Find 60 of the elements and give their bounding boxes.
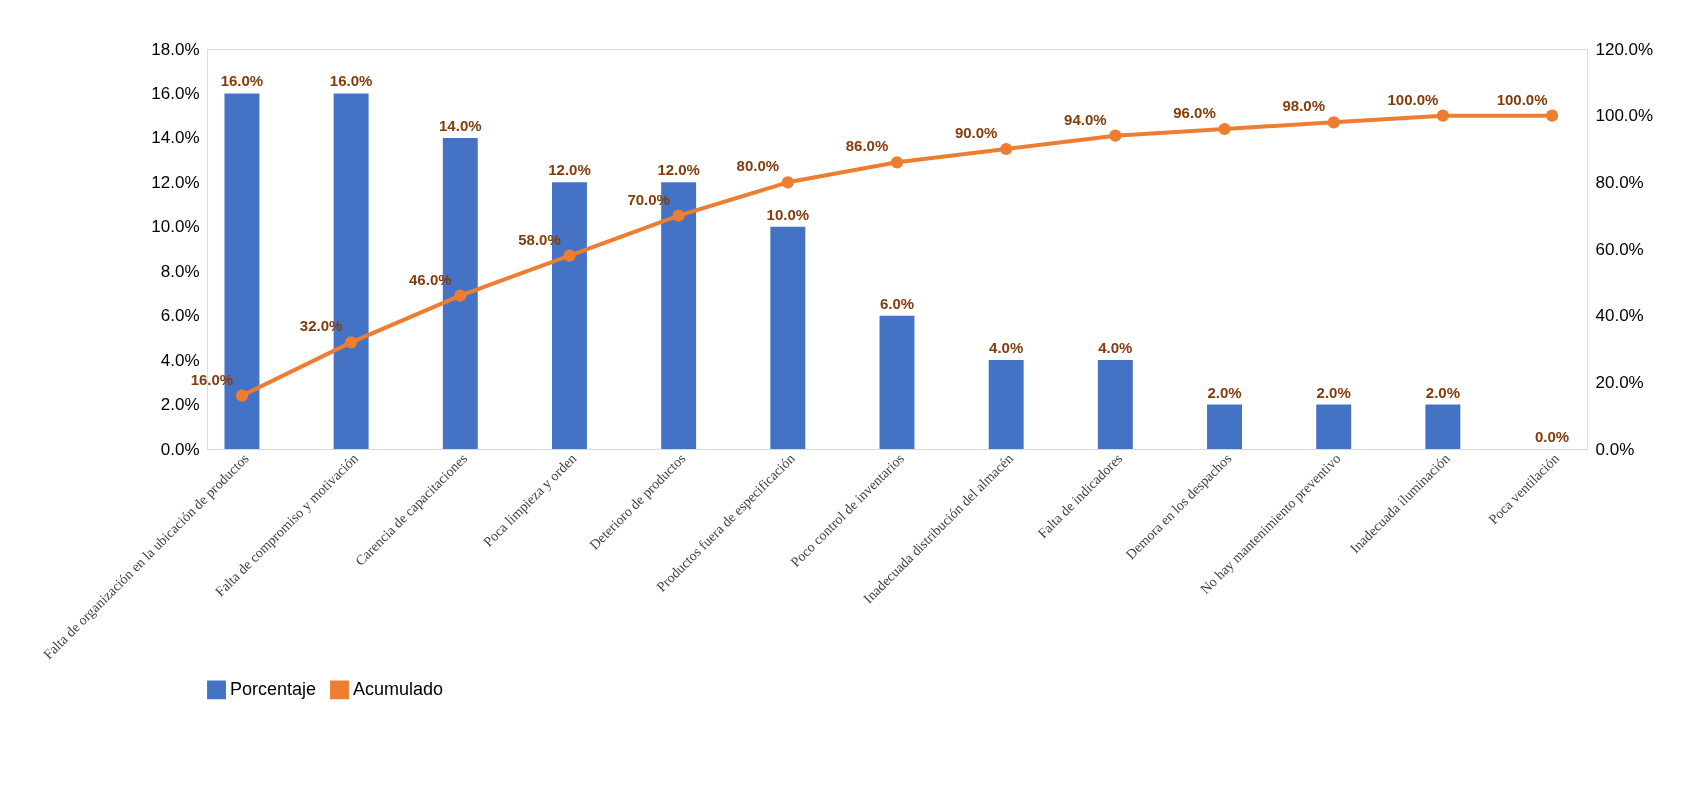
bar (1097, 360, 1133, 449)
point (781, 176, 794, 189)
data-label: 12.0% (657, 161, 700, 179)
bar (879, 315, 915, 449)
y-tick-label: 6.0% (160, 306, 200, 326)
data-label: 12.0% (548, 161, 591, 179)
point (1327, 116, 1340, 129)
data-label: 90.0% (954, 124, 998, 141)
data-label: 86.0% (845, 137, 889, 155)
bar (988, 360, 1024, 449)
data-label: 16.0% (220, 72, 264, 90)
y-tick-label: 12.0% (151, 172, 200, 192)
y2-tick-label: 40.0% (1595, 306, 1644, 326)
point (1109, 129, 1122, 142)
data-label: 80.0% (736, 157, 780, 175)
point (1000, 142, 1013, 156)
data-label: 4.0% (1098, 339, 1133, 357)
point (1545, 109, 1559, 122)
point (344, 336, 358, 349)
data-label: 96.0% (1173, 104, 1216, 121)
data-label: 14.0% (439, 116, 482, 134)
y2-tick-label: 120.0% (1595, 39, 1654, 59)
point (235, 389, 249, 402)
point (563, 249, 576, 262)
y2-tick-label: 60.0% (1595, 239, 1644, 259)
bar (1425, 404, 1461, 449)
y-tick-label: 2.0% (160, 395, 200, 415)
data-label: 100.0% (1496, 90, 1548, 108)
data-label: 98.0% (1282, 97, 1325, 115)
point (1436, 109, 1450, 122)
data-label: 10.0% (766, 205, 810, 223)
data-label: 6.0% (879, 294, 915, 312)
y2-tick-label: 80.0% (1595, 172, 1644, 192)
point (672, 209, 685, 222)
data-label: 4.0% (989, 339, 1024, 357)
y-tick-label: 4.0% (160, 350, 200, 370)
y2-tick-label: 0.0% (1595, 439, 1635, 459)
data-label: 94.0% (1064, 110, 1107, 128)
bar (1207, 404, 1242, 449)
point (454, 289, 467, 302)
bar (1316, 404, 1352, 449)
point (890, 156, 904, 169)
y-tick-label: 8.0% (160, 261, 200, 281)
y-tick-label: 18.0% (151, 39, 200, 59)
y-tick-label: 10.0% (151, 217, 200, 237)
data-label: 0.0% (1534, 428, 1570, 445)
y2-tick-label: 100.0% (1595, 106, 1654, 126)
point (1218, 122, 1231, 136)
data-label: 100.0% (1387, 90, 1439, 108)
y-tick-label: 14.0% (151, 128, 200, 148)
data-label: 16.0% (329, 72, 373, 90)
legend-label: Acumulado (353, 678, 444, 699)
y-tick-label: 0.0% (160, 439, 200, 459)
legend-label: Porcentaje (230, 678, 317, 699)
data-label: 2.0% (1316, 383, 1351, 401)
bar (770, 226, 806, 449)
data-label: 2.0% (1425, 383, 1460, 401)
y2-tick-label: 20.0% (1595, 372, 1644, 392)
y-tick-label: 16.0% (151, 83, 200, 103)
data-label: 2.0% (1207, 383, 1242, 401)
